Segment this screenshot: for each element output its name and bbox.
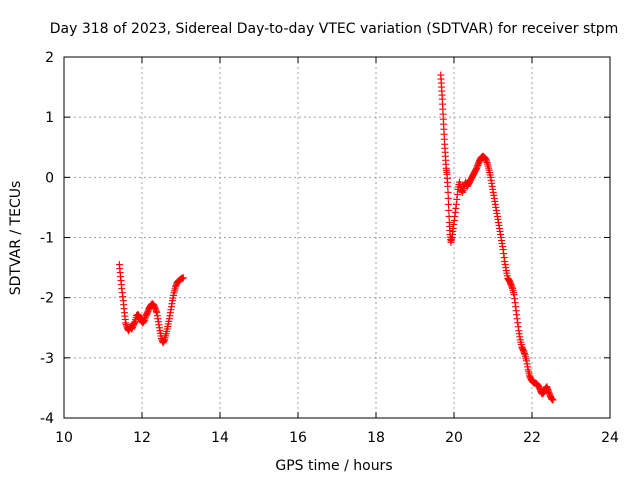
data-points bbox=[115, 71, 557, 404]
data-point bbox=[444, 182, 452, 190]
x-tick-label: 20 bbox=[445, 430, 463, 446]
data-point bbox=[445, 206, 453, 214]
data-point bbox=[549, 396, 557, 404]
data-point bbox=[445, 200, 453, 208]
data-point bbox=[444, 188, 452, 196]
chart-title: Day 318 of 2023, Sidereal Day-to-day VTE… bbox=[50, 21, 619, 37]
y-tick-label: -4 bbox=[40, 411, 54, 427]
y-tick-label: 0 bbox=[45, 170, 54, 186]
data-point bbox=[179, 274, 187, 282]
x-tick-label: 18 bbox=[367, 430, 385, 446]
x-tick-label: 10 bbox=[55, 430, 73, 446]
data-point bbox=[444, 194, 452, 202]
y-tick-label: -3 bbox=[40, 351, 54, 367]
x-axis-label: GPS time / hours bbox=[275, 458, 392, 474]
y-axis-label: SDTVAR / TECUs bbox=[8, 181, 24, 296]
y-tick-label: 2 bbox=[45, 50, 54, 66]
y-tick-label: -2 bbox=[40, 291, 54, 307]
x-tick-label: 22 bbox=[523, 430, 541, 446]
y-tick-label: 1 bbox=[45, 110, 54, 126]
x-tick-label: 14 bbox=[211, 430, 229, 446]
x-tick-label: 16 bbox=[289, 430, 307, 446]
y-tick-label: -1 bbox=[40, 231, 54, 247]
x-tick-label: 12 bbox=[133, 430, 151, 446]
x-tick-label: 24 bbox=[601, 430, 619, 446]
